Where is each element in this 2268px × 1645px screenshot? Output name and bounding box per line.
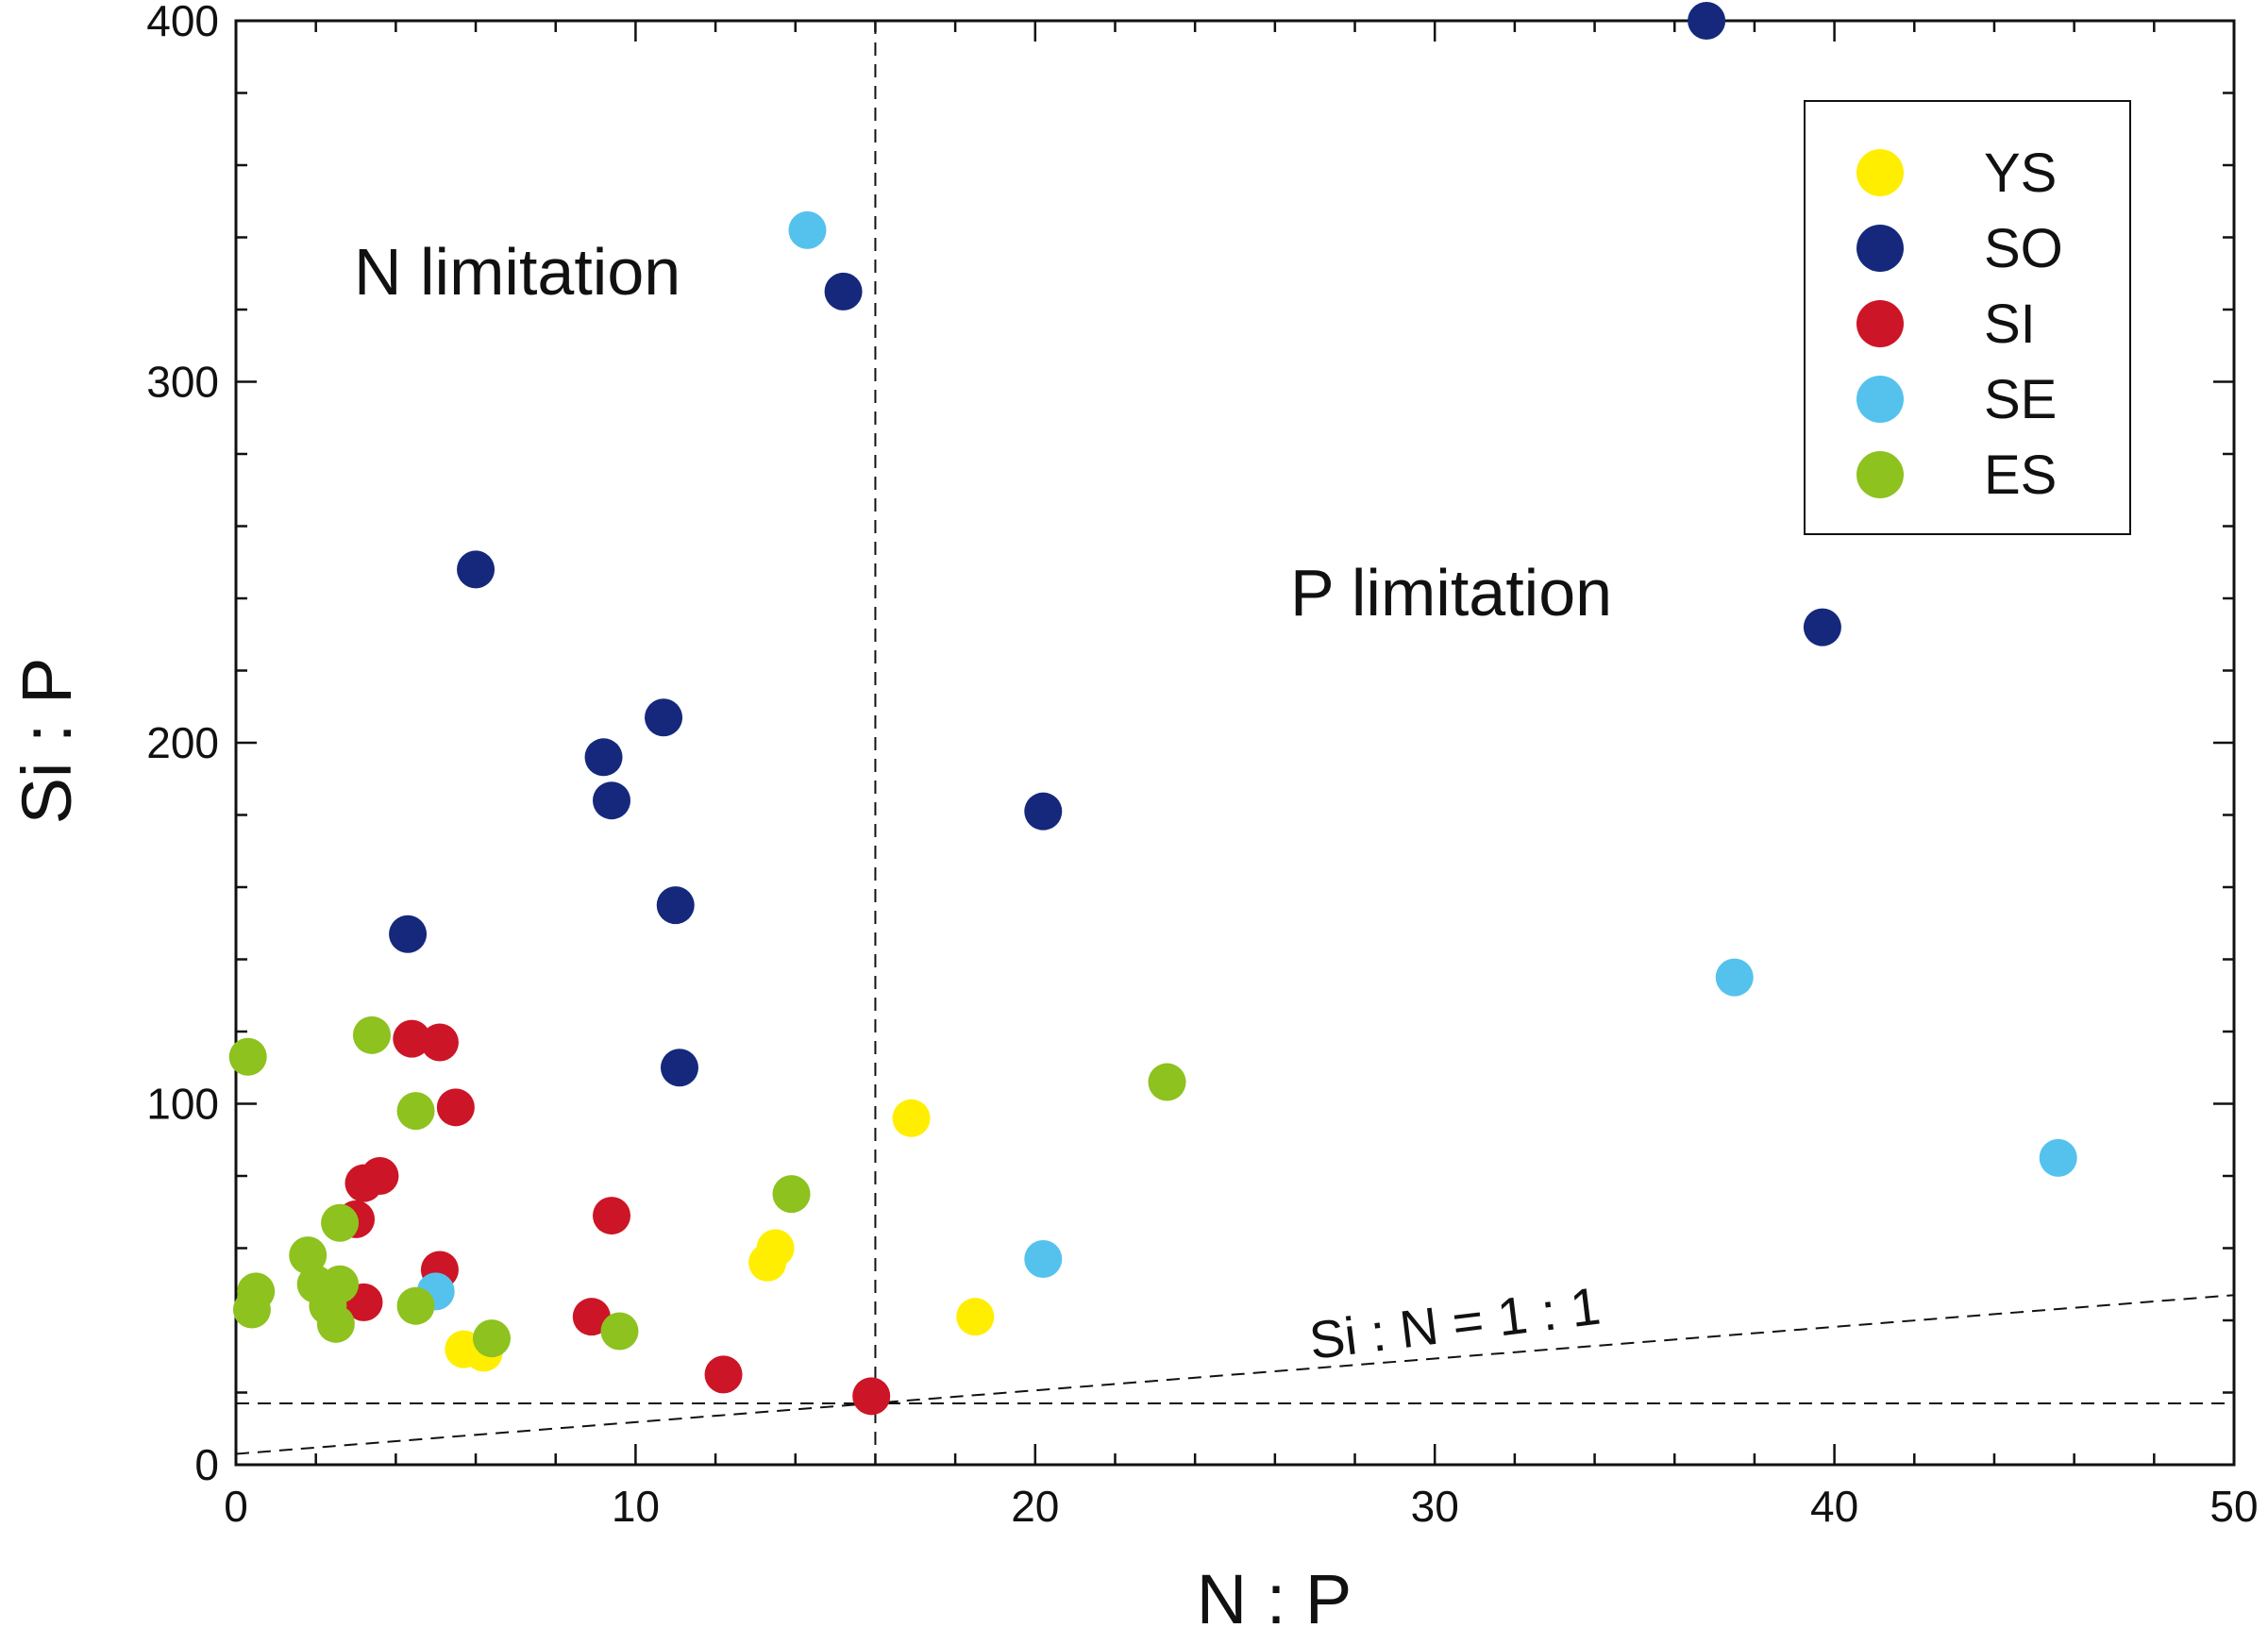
x-tick-label: 20 — [1011, 1482, 1059, 1531]
data-point-es — [228, 1037, 267, 1076]
y-axis-title: Si : P — [8, 658, 86, 825]
x-axis-title: N : P — [1197, 1560, 1352, 1638]
data-point-si — [852, 1377, 891, 1416]
data-point-so — [656, 886, 695, 925]
data-point-ys — [748, 1243, 787, 1282]
legend-label-si: SI — [1984, 294, 2036, 355]
data-point-so — [592, 781, 630, 820]
reference-lines — [235, 21, 2235, 1465]
data-point-es — [352, 1016, 391, 1054]
x-tick-label: 50 — [2209, 1482, 2258, 1531]
data-point-so — [1024, 792, 1063, 831]
data-point-ys — [892, 1099, 931, 1137]
data-point-es — [289, 1236, 328, 1275]
legend-marker-so — [1856, 225, 1904, 272]
data-point-es — [1148, 1063, 1186, 1101]
x-tick-label: 30 — [1411, 1482, 1459, 1531]
data-point-es — [472, 1319, 511, 1358]
data-point-so — [1803, 608, 1841, 646]
data-point-es — [321, 1203, 360, 1242]
legend-label-es: ES — [1984, 445, 2057, 506]
data-point-si — [344, 1164, 383, 1202]
data-point-so — [660, 1049, 698, 1087]
data-point-si — [436, 1088, 475, 1127]
n-limitation-label: N limitation — [354, 235, 680, 309]
x-tick-label: 0 — [224, 1482, 248, 1531]
tick-labels: 0 10 20 30 40 50 0 100 200 300 400 — [146, 0, 2258, 1531]
p-limitation-label: P limitation — [1290, 556, 1612, 629]
data-point-se — [2039, 1138, 2077, 1177]
data-point-se — [1715, 958, 1754, 997]
legend-label-so: SO — [1984, 218, 2063, 279]
data-point-so — [389, 915, 428, 953]
data-point-si — [592, 1197, 630, 1235]
legend-marker-ys — [1856, 149, 1904, 196]
data-points — [228, 2, 2077, 1416]
data-point-si — [393, 1019, 431, 1058]
legend: YS SO SI SE ES — [1804, 100, 2131, 535]
x-tick-label: 40 — [1810, 1482, 1858, 1531]
data-point-se — [1024, 1239, 1063, 1278]
y-tick-label: 100 — [146, 1080, 219, 1129]
data-point-si — [420, 1023, 459, 1062]
data-point-so — [1688, 2, 1726, 40]
y-tick-label: 0 — [194, 1440, 219, 1489]
legend-marker-es — [1856, 451, 1904, 498]
legend-marker-si — [1856, 300, 1904, 347]
data-point-so — [824, 272, 863, 311]
data-point-es — [600, 1312, 639, 1351]
data-point-es — [316, 1304, 355, 1343]
legend-label-ys: YS — [1984, 143, 2057, 204]
si-n-ratio-line — [235, 1294, 2235, 1455]
legend-box — [1804, 100, 2131, 535]
data-point-so — [457, 550, 496, 589]
data-point-es — [232, 1290, 271, 1329]
data-point-so — [584, 738, 623, 777]
axis-ticks — [234, 19, 2236, 1467]
data-point-si — [572, 1298, 611, 1336]
data-point-es — [396, 1286, 435, 1325]
legend-marker-se — [1856, 376, 1904, 423]
data-point-es — [396, 1092, 435, 1131]
data-point-si — [704, 1355, 743, 1394]
x-tick-label: 10 — [612, 1482, 660, 1531]
data-point-es — [772, 1175, 811, 1214]
legend-label-se: SE — [1984, 369, 2057, 430]
y-tick-label: 200 — [146, 718, 219, 767]
y-tick-label: 400 — [146, 0, 219, 45]
data-point-so — [645, 698, 683, 737]
data-point-ys — [956, 1298, 995, 1336]
data-point-se — [788, 210, 827, 249]
y-tick-label: 300 — [146, 358, 219, 407]
